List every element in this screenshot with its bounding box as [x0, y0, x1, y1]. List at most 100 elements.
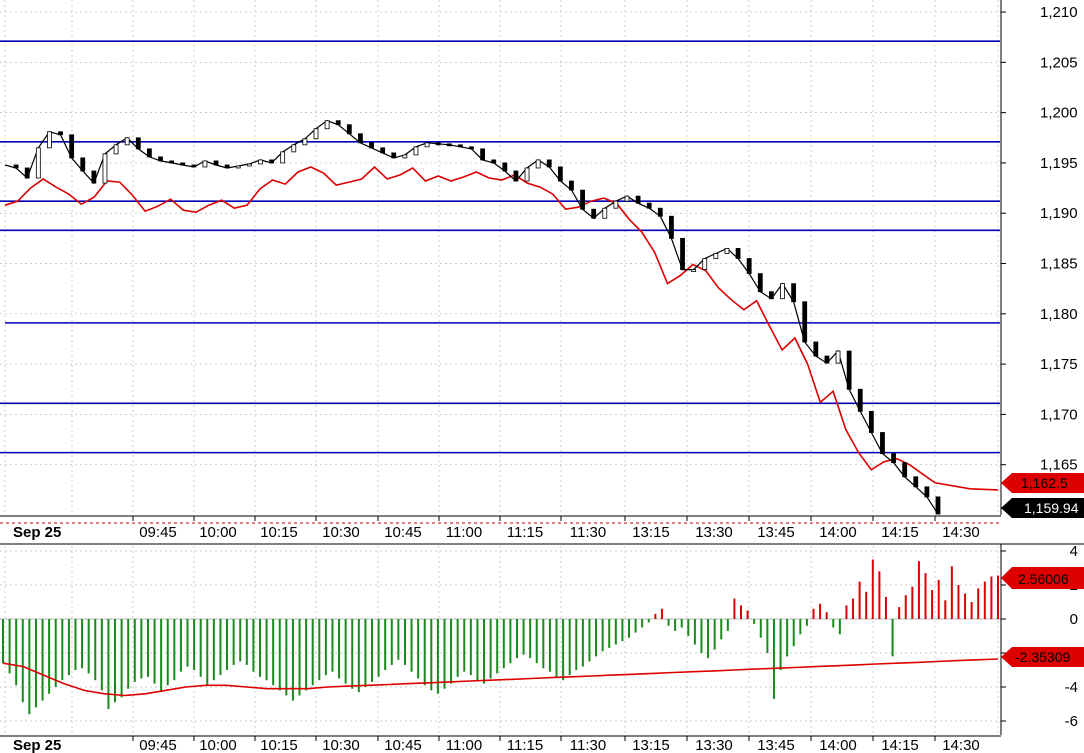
x-tick-label: 11:30	[570, 737, 606, 753]
x-tick-label: 10:00	[199, 737, 237, 753]
candle	[913, 476, 919, 488]
candle	[335, 120, 341, 126]
candle	[391, 152, 397, 159]
candle	[768, 291, 774, 300]
x-tick-label: 10:45	[384, 524, 422, 541]
candle	[169, 160, 175, 164]
candle	[846, 350, 852, 390]
x-tick-label: 10:15	[260, 737, 298, 753]
upper-ytick-label: 1,195	[1040, 155, 1078, 172]
candle	[835, 350, 841, 364]
candle	[824, 355, 830, 364]
upper-x-ticks: 09:45 10:00 10:15 10:30 10:45 11:00 11:15 11:30…	[132, 516, 980, 541]
lower-date-label: Sep 25	[13, 737, 61, 753]
candle	[546, 159, 552, 168]
candle	[13, 164, 19, 169]
candle	[780, 283, 785, 300]
x-tick-label: 11:00	[446, 737, 482, 753]
neg-badge: -2.35309	[1001, 647, 1084, 667]
candle	[502, 162, 508, 172]
candle	[146, 148, 152, 158]
candle	[280, 151, 286, 164]
upper-ytick-label: 1,200	[1040, 105, 1078, 122]
x-tick-label: 11:00	[446, 524, 482, 541]
x-tick-label: 14:30	[942, 524, 980, 541]
x-tick-label: 11:30	[570, 524, 606, 541]
upper-gridlines	[0, 0, 1001, 515]
candle	[935, 496, 941, 515]
candle	[535, 159, 541, 169]
lower-ytick-label: 0	[1070, 611, 1078, 628]
candle	[680, 237, 685, 270]
candle	[513, 170, 519, 182]
candle	[224, 164, 230, 169]
candle	[35, 147, 41, 179]
upper-ytick-label: 1,210	[1040, 4, 1078, 21]
candle	[469, 146, 474, 150]
candle	[369, 142, 374, 149]
upper-ytick-label: 1,165	[1040, 457, 1078, 474]
candle	[657, 207, 663, 217]
price-badge: 1,162.5	[1001, 473, 1084, 493]
x-tick-label: 11:15	[507, 524, 543, 541]
upper-horizontal-levels	[0, 40, 1000, 454]
upper-ytick-label: 1,190	[1040, 205, 1078, 222]
x-tick-label: 13:15	[632, 737, 670, 753]
candle	[246, 163, 252, 167]
x-tick-label: 10:45	[384, 737, 422, 753]
candle	[191, 164, 197, 168]
candle	[624, 195, 630, 202]
candle	[524, 167, 530, 182]
upper-ytick-label: 1,185	[1040, 256, 1078, 273]
candle	[180, 162, 186, 166]
x-tick-label: 13:15	[632, 524, 670, 541]
candle	[924, 486, 930, 498]
lower-ytick-label: -6	[1065, 713, 1078, 730]
lower-ytick-label: -4	[1065, 679, 1078, 696]
price-line	[4, 120, 939, 515]
candle	[91, 170, 97, 184]
candle	[291, 144, 297, 153]
candle	[269, 159, 274, 164]
lower-ytick-label: 4	[1070, 543, 1078, 560]
candle	[258, 159, 263, 165]
x-tick-label: 13:30	[695, 524, 733, 541]
histogram-bars	[2, 559, 999, 715]
candle	[24, 167, 30, 179]
upper-ytick-label: 1,180	[1040, 306, 1078, 323]
candle	[424, 142, 430, 148]
candle	[480, 148, 486, 161]
x-tick-label: 09:45	[139, 524, 177, 541]
x-tick-label: 14:15	[881, 737, 919, 753]
price-badge-shape	[1001, 473, 1084, 493]
x-tick-label: 14:00	[819, 524, 857, 541]
candle	[713, 253, 719, 259]
last-badge-text: 1,159.94	[1024, 500, 1079, 516]
candle	[646, 202, 652, 209]
candle	[791, 283, 797, 303]
candle	[857, 388, 863, 412]
candle	[80, 157, 86, 172]
candle	[58, 131, 63, 136]
x-tick-label: 10:30	[322, 737, 360, 753]
candle	[413, 146, 419, 156]
pos-badge-text: 2.56006	[1018, 571, 1069, 587]
candle	[213, 160, 219, 166]
neg-badge-text: -2.35309	[1015, 649, 1070, 665]
candle	[802, 301, 808, 343]
candle	[402, 154, 408, 159]
candle	[557, 166, 563, 182]
candle	[813, 341, 819, 357]
candle	[113, 144, 119, 155]
upper-ytick-label: 1,205	[1040, 54, 1078, 71]
upper-y-ticks: 1,210 1,205 1,200 1,195 1,190 1,185 1,180 1,175…	[1001, 4, 1078, 474]
candle	[102, 153, 108, 184]
candle	[457, 144, 463, 148]
candle	[569, 180, 574, 191]
x-tick-label: 09:45	[139, 737, 177, 753]
neg-badge-shape	[1001, 647, 1084, 667]
candle	[158, 156, 163, 162]
upper-date-label: Sep 25	[13, 524, 61, 541]
candle	[880, 432, 885, 455]
